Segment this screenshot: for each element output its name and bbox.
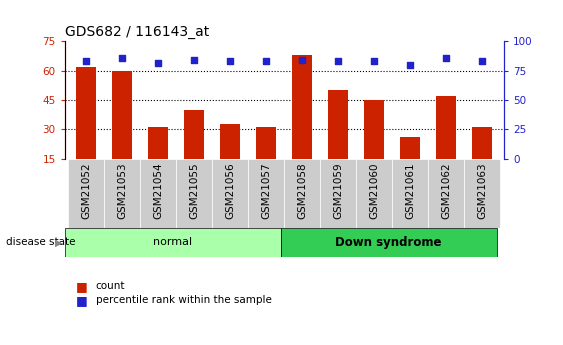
Point	[226, 59, 235, 64]
Text: ■: ■	[76, 280, 88, 293]
Text: normal: normal	[153, 237, 193, 247]
Bar	[68, 159, 104, 228]
Bar	[149, 127, 168, 159]
Point	[82, 59, 91, 64]
Bar	[113, 71, 132, 159]
Bar	[400, 137, 420, 159]
Bar	[212, 159, 248, 228]
Text: Down syndrome: Down syndrome	[336, 236, 442, 249]
Point	[478, 59, 487, 64]
Bar	[464, 159, 501, 228]
Text: GSM21061: GSM21061	[405, 162, 415, 219]
Point	[262, 59, 271, 64]
Text: GSM21059: GSM21059	[333, 162, 343, 219]
Bar	[284, 159, 320, 228]
Point	[334, 59, 343, 64]
Point	[442, 55, 451, 61]
Bar	[140, 159, 176, 228]
Bar	[436, 96, 456, 159]
Bar	[77, 67, 96, 159]
Text: GSM21062: GSM21062	[441, 162, 452, 219]
Bar	[292, 55, 312, 159]
Bar	[104, 159, 140, 228]
Text: GDS682 / 116143_at: GDS682 / 116143_at	[65, 25, 209, 39]
Bar	[328, 90, 348, 159]
Text: ■: ■	[76, 294, 88, 307]
Bar	[176, 159, 212, 228]
Text: GSM21058: GSM21058	[297, 162, 307, 219]
Bar	[320, 159, 356, 228]
Bar	[256, 127, 276, 159]
Point	[118, 55, 127, 61]
Bar	[185, 110, 204, 159]
Text: disease state: disease state	[6, 237, 75, 247]
Text: GSM21063: GSM21063	[477, 162, 488, 219]
Text: GSM21053: GSM21053	[117, 162, 127, 219]
Bar	[392, 159, 428, 228]
Text: count: count	[96, 282, 125, 291]
Bar	[356, 159, 392, 228]
Text: GSM21054: GSM21054	[153, 162, 163, 219]
Point	[370, 59, 379, 64]
Bar	[428, 159, 464, 228]
Text: GSM21060: GSM21060	[369, 162, 379, 219]
Bar	[221, 124, 240, 159]
Bar	[65, 228, 281, 257]
Bar	[281, 228, 497, 257]
Bar	[364, 100, 384, 159]
Text: GSM21052: GSM21052	[81, 162, 91, 219]
Text: GSM21056: GSM21056	[225, 162, 235, 219]
Point	[298, 57, 307, 63]
Text: ▶: ▶	[55, 237, 62, 247]
Bar	[248, 159, 284, 228]
Text: GSM21057: GSM21057	[261, 162, 271, 219]
Bar	[472, 127, 492, 159]
Point	[154, 60, 163, 65]
Text: GSM21055: GSM21055	[189, 162, 199, 219]
Point	[190, 57, 199, 63]
Text: percentile rank within the sample: percentile rank within the sample	[96, 295, 271, 305]
Point	[406, 62, 415, 68]
